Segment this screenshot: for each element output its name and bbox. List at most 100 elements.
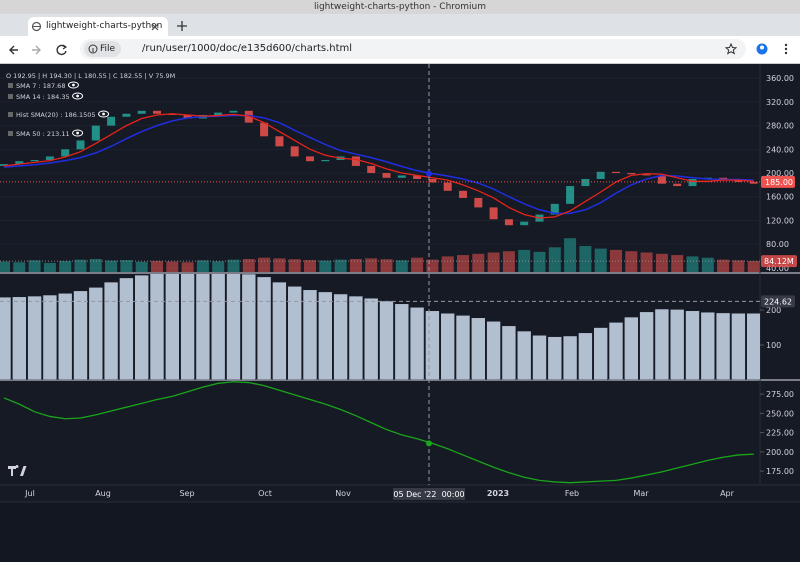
eye-pupil <box>72 83 75 87</box>
candle-body <box>489 207 498 220</box>
hist-bar <box>731 312 746 380</box>
candle-body <box>504 219 513 226</box>
candle-body <box>0 164 8 166</box>
hist-bar <box>287 285 303 380</box>
candle-body <box>474 197 483 208</box>
y-tick-label: 360.00 <box>766 74 794 83</box>
hist-bar <box>608 321 624 380</box>
toolbar: File /run/user/1000/doc/e135d600/charts.… <box>0 36 800 64</box>
visibility-toggle[interactable] <box>72 129 84 137</box>
candle-body <box>459 190 467 198</box>
candle-body <box>688 178 697 187</box>
y-tick-label: 200.00 <box>766 169 794 178</box>
hist-bar <box>165 274 180 380</box>
nav-buttons[interactable] <box>8 43 72 57</box>
candle-body <box>413 175 422 179</box>
volume-bar <box>28 260 41 272</box>
visibility-toggle[interactable] <box>98 110 110 118</box>
y-tick-label: 120.00 <box>766 216 794 225</box>
candle-body <box>351 156 360 166</box>
candle-body <box>153 110 161 114</box>
volume-bar <box>120 260 133 272</box>
time-label: Sep <box>179 489 194 498</box>
eye-icon <box>98 110 110 118</box>
hist-bar <box>119 277 134 380</box>
volume-bar <box>625 251 638 272</box>
visibility-toggle[interactable] <box>67 81 79 89</box>
new-tab[interactable] <box>176 20 188 32</box>
volume-bar <box>380 259 393 272</box>
volume-bar <box>227 259 240 272</box>
volume-bar <box>686 256 699 272</box>
tab-favicon <box>31 21 42 32</box>
hist-bar <box>42 294 58 380</box>
volume-bar <box>196 260 209 272</box>
volume-bar <box>135 261 148 272</box>
candle-body <box>367 165 376 174</box>
time-label: Feb <box>565 489 579 498</box>
candle-body <box>520 221 529 226</box>
volume-bar <box>502 251 515 272</box>
info-icon <box>88 44 98 54</box>
candle-body <box>290 146 299 157</box>
hist-bar <box>639 311 654 380</box>
bookmark-star[interactable] <box>725 43 737 55</box>
y-tick-label: 160.00 <box>766 193 794 202</box>
hist-bar <box>27 295 42 380</box>
hist-bar <box>12 296 27 380</box>
tab[interactable]: lightweight-charts-python <box>28 17 168 36</box>
candle-body <box>581 178 590 187</box>
tab-bar: lightweight-charts-python <box>0 14 800 36</box>
candle-body <box>15 161 24 165</box>
candle-body <box>550 203 559 215</box>
volume-bar <box>671 255 684 272</box>
candle-body <box>734 180 743 182</box>
sma7-line <box>3 113 754 219</box>
last-volume-label: 84.12M <box>764 257 794 266</box>
hist-bar <box>149 274 165 380</box>
y-tick-label: 280.00 <box>766 122 794 131</box>
legend-line: SMA 50 : 213.11 <box>16 130 70 138</box>
address-bar[interactable]: File /run/user/1000/doc/e135d600/charts.… <box>80 39 746 59</box>
time-label: Apr <box>720 489 735 498</box>
window-title: lightweight-charts-python - Chromium <box>0 0 800 14</box>
candle-body <box>45 156 54 160</box>
legend-line: SMA 7 : 187.68 <box>16 82 65 90</box>
hist-bar <box>317 291 333 380</box>
tab-close[interactable] <box>150 22 160 32</box>
volume-bar <box>151 260 163 272</box>
candle-body <box>612 171 620 174</box>
volume-bar <box>242 259 255 272</box>
hist-bar <box>654 308 670 380</box>
candle-body <box>91 125 100 141</box>
visibility-toggle[interactable] <box>72 92 84 100</box>
last-volume-box <box>761 255 797 268</box>
legend-swatch <box>8 131 13 136</box>
eye-pupil <box>102 112 105 116</box>
y-tick-label: 320.00 <box>766 98 794 107</box>
volume-bar <box>441 256 454 272</box>
y-tick-label: 80.00 <box>766 240 789 249</box>
legend-swatch <box>8 94 13 99</box>
hist-bar <box>333 293 348 380</box>
tab-title: lightweight-charts-python <box>46 21 163 31</box>
candle-body <box>260 122 269 137</box>
hist-bar <box>516 330 532 380</box>
hist-bar <box>272 281 287 380</box>
volume-bar <box>548 247 561 272</box>
legend-swatch <box>8 83 13 88</box>
volume-bar <box>701 257 714 272</box>
volume-bar <box>395 260 408 272</box>
scheme: File <box>100 44 116 54</box>
crosshair-dot <box>426 170 432 177</box>
volume-bar <box>533 251 546 272</box>
volume-bar <box>457 255 469 272</box>
y-tick-label: 275.00 <box>766 390 794 399</box>
volume-bar <box>747 261 760 272</box>
time-label: Oct <box>258 489 272 498</box>
toolbar-icons[interactable] <box>756 42 796 58</box>
hist-bar <box>470 317 486 380</box>
volume-bar <box>258 257 271 272</box>
volume-bar <box>0 261 10 272</box>
